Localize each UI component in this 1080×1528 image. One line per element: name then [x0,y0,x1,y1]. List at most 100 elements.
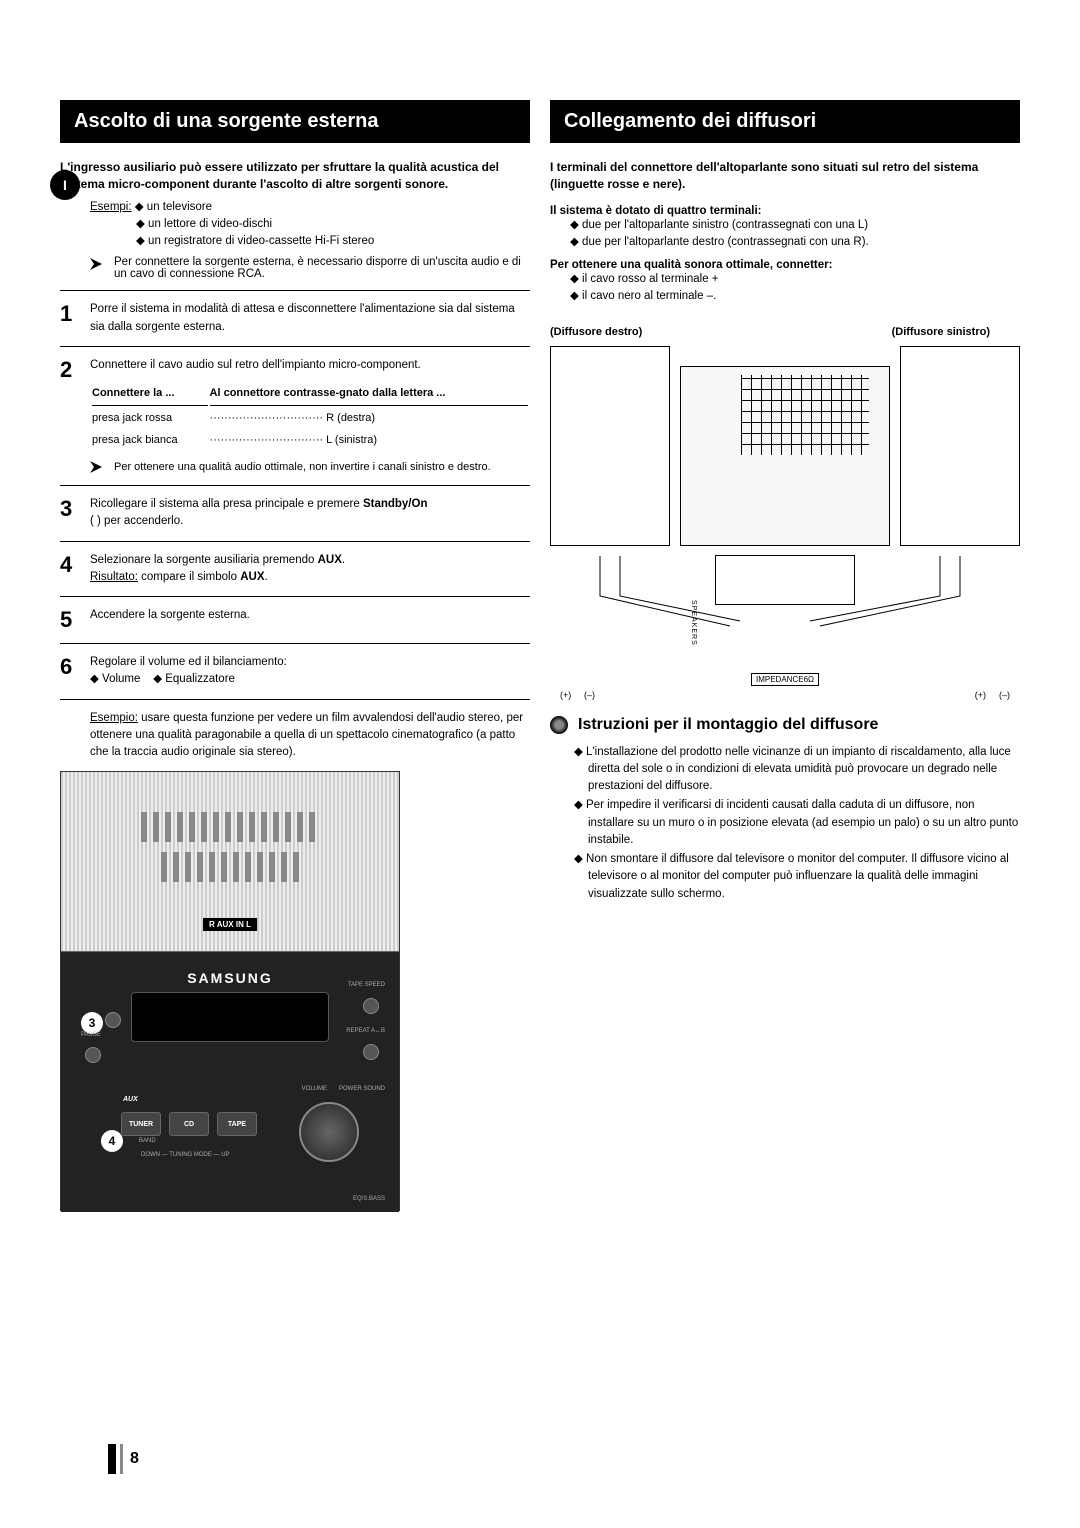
conn-r2c1: presa jack bianca [92,430,208,451]
mount-item-1: L'installazione del prodotto nelle vicin… [574,744,1020,796]
example-2: un lettore di video-dischi [136,218,272,230]
center-unit [680,366,890,546]
optimal-item-1: il cavo rosso al terminale + [570,271,1020,288]
mount-item-2: Per impedire il verificarsi di incidenti… [574,797,1020,849]
step-6-main: Regolare il volume ed il bilanciamento: [90,656,287,668]
separator [60,290,530,291]
optimal-heading: Per ottenere una qualità sonora ottimale… [550,259,1020,271]
power-sound-label: POWER SOUND [339,1086,385,1092]
separator [60,485,530,486]
device-figure: R AUX IN L SAMSUNG 3 PAUSE TAPE SPEED RE… [60,771,400,1211]
mounting-subtitle: Istruzioni per il montaggio del diffusor… [578,716,878,734]
language-badge: I [50,170,80,200]
sub-bullet-icon [550,716,568,734]
pointer-note-1: Per connettere la sorgente esterna, è ne… [90,256,530,280]
display-screen [131,992,329,1042]
pointer-text-1: Per connettere la sorgente esterna, è ne… [114,256,530,280]
example-box-label: Esempio: [90,712,138,724]
pointer-icon [90,258,108,270]
conn-r1c2: R (destra) [326,412,375,424]
brand-label: SAMSUNG [187,970,273,986]
step-1-text: Porre il sistema in modalità di attesa e… [90,301,530,336]
step-4-text: Selezionare la sorgente ausiliaria preme… [90,552,530,587]
page-bar [108,1444,116,1474]
step-number-1: 1 [60,301,90,327]
tuner-button: TUNER [121,1112,161,1136]
step-3-text: Ricollegare il sistema alla presa princi… [90,496,530,531]
example-box-text: usare questa funzione per vedere un film… [90,712,523,759]
polarity-left-plus: (+) [975,690,986,700]
speaker-box-left [900,346,1020,546]
example-3: un registratore di video-cassette Hi-Fi … [136,235,374,247]
callout-3: 3 [81,1012,103,1034]
step-5-text: Accendere la sorgente esterna. [90,607,530,624]
section-title-right: Collegamento dei diffusori [550,100,1020,143]
separator [60,699,530,700]
polarity-right-minus: (–) [584,690,595,700]
pause-label: PAUSE [81,1032,101,1038]
left-intro: L'ingresso ausiliario può essere utilizz… [60,159,530,193]
polarity-right-plus: (+) [560,690,571,700]
step-number-6: 6 [60,654,90,680]
right-intro: I terminali del connettore dell'altoparl… [550,159,1020,193]
step-number-2: 2 [60,357,90,383]
tape-speed-label: TAPE SPEED [348,982,385,988]
eq-label: EQ/S.BASS [353,1196,385,1202]
polarity-left-minus: (–) [999,690,1010,700]
step-4-result-label: Risultato: [90,571,138,583]
step-4-result: compare il simbolo [138,571,240,583]
speaker-diagram: (+) (–) (+) (–) IMPEDANCE6Ω SPEAKERS [550,346,1020,686]
separator [60,643,530,644]
page-bar-accent [120,1444,123,1474]
conn-r1c1: presa jack rossa [92,408,208,429]
right-column: Collegamento dei diffusori I terminali d… [550,100,1020,1211]
band-label: BAND [139,1138,156,1144]
speaker-right-label: (Diffusore destro) [550,326,642,338]
step-3a: Ricollegare il sistema alla presa princi… [90,498,363,510]
left-column: Ascolto di una sorgente esterna L'ingres… [60,100,530,1211]
step-6-text: Regolare il volume ed il bilanciamento: … [90,654,530,689]
callout-4: 4 [101,1130,123,1152]
separator [60,596,530,597]
four-term-item-1: due per l'altoparlante sinistro (contras… [570,217,1020,234]
connection-table: Connettere la ... Al connettore contrass… [90,380,530,453]
speaker-box-right [550,346,670,546]
section-title-left: Ascolto di una sorgente esterna [60,100,530,143]
step-2-text: Connettere il cavo audio sul retro dell'… [90,359,421,371]
four-term-item-2: due per l'altoparlante destro (contrasse… [570,234,1020,251]
conn-r2c2: L (sinistra) [326,434,377,446]
cd-button: CD [169,1112,209,1136]
page-number: 8 [130,1450,139,1468]
optimal-item-2: il cavo nero al terminale –. [570,288,1020,305]
aux-in-label: R AUX IN L [203,918,257,931]
step-3b: Standby/On [363,498,428,510]
tuning-mode-label: DOWN — TUNING MODE — UP [141,1152,230,1158]
step-6-item-2: Equalizzatore [153,673,235,685]
step-4-result-b: AUX [240,571,264,583]
step-number-4: 4 [60,552,90,578]
speaker-left-label: (Diffusore sinistro) [892,326,990,338]
separator [60,346,530,347]
step-4c: . [342,554,345,566]
step-number-5: 5 [60,607,90,633]
step-2-pointer: Per ottenere una qualità audio ottimale,… [114,459,491,476]
step-6-item-1: Volume [90,673,140,685]
tape-button: TAPE [217,1112,257,1136]
example-1: un televisore [135,201,212,213]
aux-button-label: AUX [123,1096,138,1103]
impedance-label: IMPEDANCE6Ω [751,673,819,686]
step-4b: AUX [318,554,342,566]
step-3c: ( ) per accenderlo. [90,515,183,527]
four-terminals-heading: Il sistema è dotato di quattro terminali… [550,205,1020,217]
pointer-icon [90,461,108,473]
separator [60,541,530,542]
volume-knob [299,1102,359,1162]
mount-item-3: Non smontare il diffusore dal televisore… [574,851,1020,903]
step-4a: Selezionare la sorgente ausiliaria preme… [90,554,318,566]
conn-header-1: Connettere la ... [92,382,208,406]
examples-label: Esempi: [90,201,132,213]
volume-label: VOLUME [302,1086,327,1092]
conn-header-2: Al connettore contrasse-gnato dalla lett… [210,382,528,406]
step-number-3: 3 [60,496,90,522]
wire-lines [590,546,970,646]
